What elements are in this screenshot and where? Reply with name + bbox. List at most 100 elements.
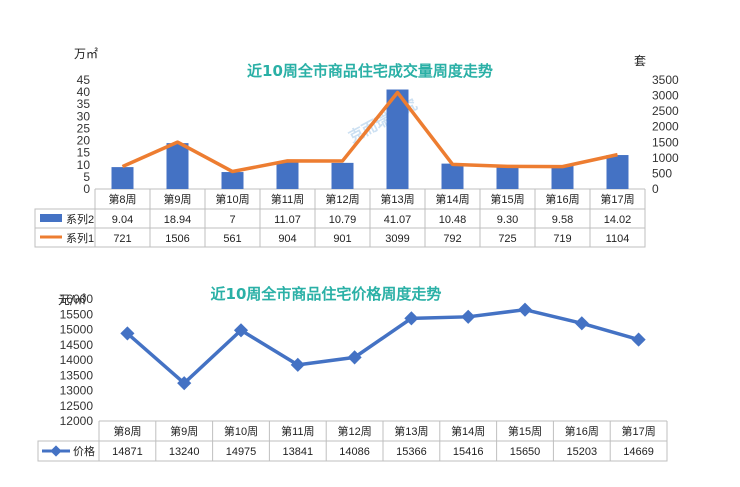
chart1-category-label: 第13周: [380, 192, 414, 206]
chart1-bar: [386, 89, 409, 189]
chart1-data-label: 7: [229, 214, 235, 226]
chart1-bar: [221, 172, 244, 189]
chart1-left-tick-label: 30: [77, 109, 91, 123]
chart2-data-label: 15366: [396, 446, 427, 458]
chart2-point-marker: [631, 332, 646, 347]
chart2-y-tick-label: 12500: [60, 399, 94, 413]
chart1-bar: [551, 165, 574, 189]
chart1-data-label: 1104: [606, 233, 630, 245]
chart1-right-tick-label: 3000: [652, 89, 679, 103]
chart2-data-label: 15416: [453, 446, 484, 458]
chart2-legend-label: 价格: [73, 444, 95, 458]
chart2-category-label: 第17周: [621, 424, 655, 438]
chart1-legend-label: 系列1: [66, 231, 94, 245]
chart2-point-marker: [461, 309, 476, 324]
chart1-category-label: 第16周: [545, 192, 579, 206]
chart2-point-marker: [120, 326, 135, 341]
chart1-data-label: 9.58: [552, 214, 573, 226]
chart1-category-label: 第12周: [325, 192, 359, 206]
chart1-data-label: 11.07: [274, 214, 301, 226]
chart2-data-label: 14975: [226, 446, 257, 458]
chart1-category-label: 第14周: [435, 192, 469, 206]
chart2-data-label: 14871: [112, 446, 143, 458]
chart1-category-label: 第8周: [108, 192, 136, 206]
chart1-left-tick-label: 20: [77, 134, 91, 148]
chart1-left-unit: 万㎡: [74, 47, 98, 61]
chart1-category-label: 第11周: [271, 192, 304, 206]
chart2-left-unit: 元/㎡: [58, 293, 86, 307]
chart1-left-tick-label: 15: [77, 146, 91, 160]
chart1-data-label: 14.02: [604, 214, 632, 226]
chart1-data-label: 721: [113, 233, 131, 245]
chart2-title: 近10周全市商品住宅价格周度走势: [211, 285, 442, 303]
chart2-data-label: 14086: [339, 446, 370, 458]
chart2-data-label: 13841: [283, 446, 314, 458]
chart1-legend-label: 系列2: [66, 212, 94, 226]
chart2-data-label: 14669: [623, 446, 654, 458]
chart1-category-label: 第15周: [490, 192, 524, 206]
chart1-data-label: 3099: [385, 233, 409, 245]
chart2-y-tick-label: 13500: [60, 368, 94, 382]
chart2-point-marker: [290, 357, 305, 372]
chart1-data-label: 904: [278, 233, 296, 245]
chart1-data-label: 18.94: [164, 214, 192, 226]
chart1-data-label: 561: [223, 233, 241, 245]
chart2-category-label: 第14周: [451, 424, 485, 438]
chart2-data-label: 13240: [169, 446, 200, 458]
chart2-point-marker: [233, 323, 249, 338]
chart2-category-label: 第16周: [565, 424, 599, 438]
chart2-y-tick-label: 15000: [60, 323, 94, 337]
chart2-category-label: 第13周: [394, 424, 428, 438]
chart2-point-marker: [177, 376, 192, 391]
chart1-data-label: 901: [333, 233, 351, 245]
chart1-right-tick-label: 500: [652, 166, 672, 180]
chart1-right-tick-label: 1000: [652, 151, 679, 165]
chart1-right-tick-label: 0: [652, 182, 659, 196]
chart1-left-tick-label: 40: [77, 85, 91, 99]
chart1-bar: [606, 155, 629, 189]
chart2-category-label: 第10周: [224, 424, 258, 438]
chart2-point-marker: [574, 316, 589, 331]
chart2-category-label: 第9周: [170, 424, 198, 438]
chart2-data-label: 15650: [510, 446, 541, 458]
chart2-category-label: 第12周: [337, 424, 371, 438]
chart1-left-tick-label: 10: [77, 158, 91, 172]
chart1-title: 近10周全市商品住宅成交量周度走势: [247, 62, 493, 80]
chart1-left-tick-label: 0: [83, 182, 90, 196]
chart2-point-marker: [404, 311, 419, 326]
chart1-data-label: 719: [553, 233, 571, 245]
chart2-category-label: 第15周: [508, 424, 542, 438]
chart2-y-tick-label: 13000: [60, 384, 94, 398]
chart1-legend-bar-swatch: [40, 214, 62, 222]
chart1-left-tick-label: 5: [83, 170, 90, 184]
chart2-point-marker: [517, 302, 533, 317]
chart1-data-label: 9.04: [112, 214, 133, 226]
chart2-data-label: 15203: [567, 446, 598, 458]
chart2-y-tick-label: 16000: [60, 292, 94, 306]
chart1-data-label: 9.30: [497, 214, 518, 226]
chart1-series-line: [121, 90, 618, 174]
chart1-right-tick-label: 1500: [652, 135, 679, 149]
chart2-y-tick-label: 12000: [60, 414, 94, 428]
chart2-legend-marker: [50, 445, 62, 457]
chart1-data-label: 41.07: [384, 214, 412, 226]
chart2-point-marker: [347, 350, 362, 365]
chart2-category-label: 第11周: [281, 424, 314, 438]
chart1-right-tick-label: 2500: [652, 104, 679, 118]
chart1-bar: [441, 163, 464, 189]
chart1-category-label: 第17周: [600, 192, 634, 206]
chart2-series-line: [126, 307, 640, 385]
chart1-data-label: 10.48: [439, 214, 467, 226]
chart2-y-tick-label: 14000: [60, 353, 94, 367]
chart1-bar: [111, 167, 134, 189]
chart1-data-label: 725: [498, 233, 516, 245]
chart1-left-tick-label: 45: [77, 73, 91, 87]
chart1-bar: [496, 166, 519, 189]
chart1-data-label: 10.79: [329, 214, 357, 226]
chart1-category-label: 第10周: [215, 192, 249, 206]
chart1-data-label: 1506: [165, 233, 189, 245]
chart1-right-tick-label: 3500: [652, 73, 679, 87]
chart2-y-tick-label: 15500: [60, 307, 94, 321]
chart1-left-tick-label: 25: [77, 121, 91, 135]
